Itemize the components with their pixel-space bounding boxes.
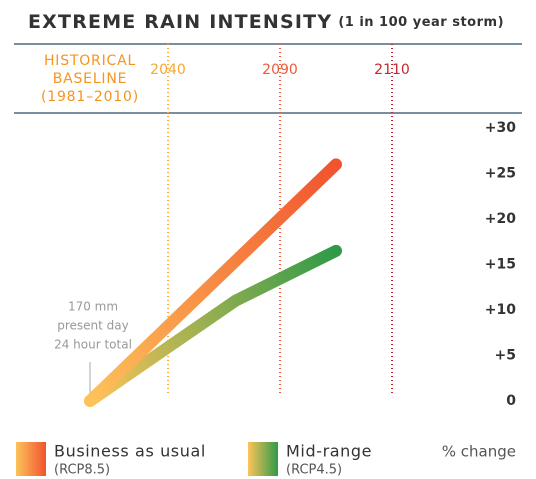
y-tick-label: +5: [495, 348, 516, 364]
legend-code: (RCP8.5): [54, 463, 110, 478]
series-line: [84, 158, 342, 407]
y-tick-label: +10: [485, 302, 516, 318]
y-tick-label: +30: [485, 120, 516, 136]
annotation: present day: [57, 319, 129, 333]
annotation: 24 hour total: [54, 338, 132, 352]
series-line: [84, 244, 342, 407]
legend-swatch: [248, 442, 278, 476]
y-axis-label: % change: [442, 443, 516, 461]
title-main: EXTREME RAIN INTENSITY: [28, 11, 332, 33]
y-tick-label: +25: [485, 166, 516, 182]
annotation: 170 mm: [68, 300, 118, 314]
y-tick-label: 0: [506, 393, 516, 409]
x-header-label: 2090: [262, 62, 298, 78]
legend-swatch: [16, 442, 46, 476]
legend-label: Business as usual: [54, 442, 206, 461]
x-header-label: BASELINE: [53, 71, 128, 87]
x-header-label: 2110: [374, 62, 410, 78]
x-header-label: HISTORICAL: [44, 53, 136, 69]
y-tick-label: +20: [485, 211, 516, 227]
chart-title: EXTREME RAIN INTENSITY (1 in 100 year sto…: [28, 11, 504, 33]
y-tick-label: +15: [485, 257, 516, 273]
x-header-label: (1981–2010): [41, 89, 139, 105]
chart-subtitle: (1 in 100 year storm): [338, 15, 504, 30]
legend-code: (RCP4.5): [286, 463, 342, 478]
legend-label: Mid-range: [286, 442, 372, 461]
x-header-label: 2040: [150, 62, 186, 78]
